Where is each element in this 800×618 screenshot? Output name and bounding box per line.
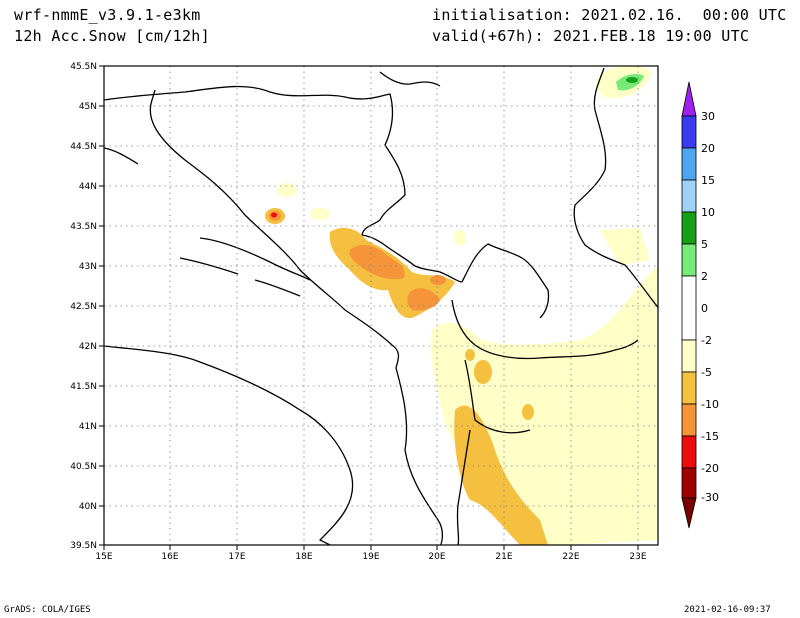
- lon-label: 18E: [295, 552, 312, 562]
- grads-credit: GrADS: COLA/IGES: [4, 605, 91, 615]
- map-area: [104, 66, 658, 545]
- coastlines-borders: [104, 67, 658, 545]
- colorbar-bottom-arrow: [681, 497, 697, 529]
- lat-label: 43.5N: [70, 222, 97, 232]
- snow-very-heavy-spot: [271, 212, 277, 218]
- colorbar-labels: 30 20 15 10 5 2 0 -2 -5 -10 -15 -20 -30: [701, 110, 719, 504]
- colorbar-label: 30: [701, 110, 715, 123]
- lon-label: 16E: [161, 552, 178, 562]
- variable-name: 12h Acc.Snow [cm/12h]: [14, 27, 210, 45]
- lat-label: 44N: [79, 182, 97, 192]
- colorbar-label: -30: [701, 491, 719, 504]
- lat-labels: 45.5N 45N 44.5N 44N 43.5N 43N 42.5N 42N …: [70, 62, 97, 551]
- colorbar-label: -20: [701, 462, 719, 475]
- lon-label: 20E: [428, 552, 445, 562]
- colorbar-label: -15: [701, 430, 719, 443]
- colorbar-top-arrow: [681, 81, 697, 117]
- plot-timestamp: 2021-02-16-09:37: [684, 605, 771, 615]
- lon-label: 23E: [629, 552, 646, 562]
- colorbar-label: -2: [701, 334, 712, 347]
- lon-label: 19E: [362, 552, 379, 562]
- lat-label: 41.5N: [70, 382, 97, 392]
- green-spot: [626, 77, 638, 83]
- colorbar-label: 2: [701, 270, 708, 283]
- colorbar-label: 0: [701, 302, 708, 315]
- valid-time: valid(+67h): 2021.FEB.18 19:00 UTC: [432, 27, 750, 45]
- lon-label: 17E: [228, 552, 245, 562]
- lat-label: 41N: [79, 422, 97, 432]
- lon-label: 15E: [95, 552, 112, 562]
- tick-marks: [99, 65, 639, 550]
- lat-label: 42N: [79, 342, 97, 352]
- lat-label: 45.5N: [70, 62, 97, 72]
- lat-label: 39.5N: [70, 541, 97, 551]
- lat-label: 40.5N: [70, 462, 97, 472]
- lat-label: 44.5N: [70, 142, 97, 152]
- colorbar-label: -5: [701, 366, 712, 379]
- lat-label: 40N: [79, 502, 97, 512]
- lon-labels: 15E 16E 17E 18E 19E 20E 21E 22E 23E: [95, 552, 646, 562]
- lat-label: 42.5N: [70, 302, 97, 312]
- colorbar-label: 15: [701, 174, 715, 187]
- colorbar-label: 5: [701, 238, 708, 251]
- lat-label: 45N: [79, 102, 97, 112]
- colorbar-label: -10: [701, 398, 719, 411]
- lat-label: 43N: [79, 262, 97, 272]
- lon-label: 22E: [562, 552, 579, 562]
- colorbar: [681, 81, 697, 529]
- colorbar-label: 20: [701, 142, 715, 155]
- lon-label: 21E: [495, 552, 512, 562]
- colorbar-label: 10: [701, 206, 715, 219]
- init-time: initialisation: 2021.02.16. 00:00 UTC: [432, 6, 787, 24]
- snow-heavy-areas: [269, 211, 446, 311]
- model-name: wrf-nmmE_v3.9.1-e3km: [14, 6, 201, 24]
